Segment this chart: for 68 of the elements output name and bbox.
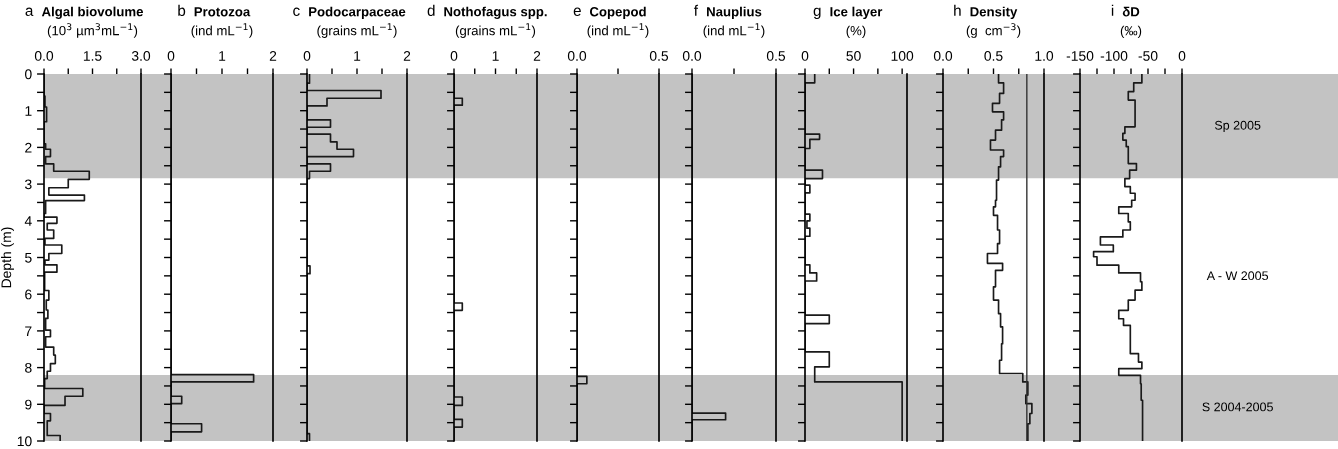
x-tick-label: -100 <box>1100 51 1128 61</box>
x-tick-label: 50 <box>846 51 861 61</box>
x-tick-label: 1.0 <box>1035 51 1054 61</box>
x-tick-label: 0 <box>1178 51 1186 61</box>
chart-title: Protozoa <box>194 7 251 17</box>
chart-title: Algal biovolume <box>41 6 143 19</box>
y-tick-label: 5 <box>25 252 32 263</box>
x-tick-label: 1 <box>492 51 499 61</box>
chart-title: Podocarpaceae <box>309 6 406 19</box>
text: e <box>573 7 581 16</box>
y-tick-label: 7 <box>25 326 32 336</box>
y-tick-label: 0 <box>25 69 32 80</box>
x-tick-label: 0 <box>303 51 311 61</box>
y-tick-label: 10 <box>17 436 32 447</box>
x-tick-label: 2 <box>403 51 411 61</box>
chart-subtitle: (g cm$^{−3}$) <box>966 23 1021 38</box>
text: g <box>813 7 821 19</box>
x-tick-label: 0 <box>450 51 458 61</box>
text: c <box>293 7 300 16</box>
band-label: S 2004-2005 <box>1202 402 1273 412</box>
chart-subtitle: (‰) <box>1120 25 1142 38</box>
x-tick-label: 0 <box>167 51 175 61</box>
band-label: A - W 2005 <box>1206 271 1269 281</box>
text: i <box>1111 4 1114 16</box>
x-tick-label: 100 <box>891 51 914 61</box>
band-label: Sp 2005 <box>1214 120 1261 133</box>
chart-title: Density <box>970 6 1018 19</box>
x-tick-label: 0.0 <box>682 51 702 61</box>
x-tick-label: 3.0 <box>131 51 151 61</box>
x-tick-label: 2 <box>533 51 541 61</box>
x-tick-label: 1 <box>354 51 361 61</box>
x-tick-label: 0.0 <box>933 51 953 61</box>
chart-subtitle: (10$^{3}$ µm$^{3}$mL$^{−1}$) <box>47 23 138 38</box>
chart-subtitle: (grains mL$^{−1}$) <box>317 23 397 38</box>
x-tick-label: -50 <box>1138 51 1158 61</box>
chart-title: Ice layer <box>830 6 883 19</box>
x-tick-label: 0.5 <box>766 51 786 61</box>
text: b <box>178 4 186 16</box>
x-tick-label: 0.5 <box>984 51 1003 61</box>
text: f <box>693 4 699 16</box>
chart-subtitle: (ind mL$^{−1}$) <box>703 23 765 38</box>
x-tick-label: 0.0 <box>34 51 54 61</box>
chart-title: δD <box>1122 6 1140 17</box>
x-tick-label: 0.0 <box>567 51 587 61</box>
y-tick-label: 1 <box>25 106 32 116</box>
text: d <box>427 4 435 16</box>
y-tick-label: 3 <box>25 179 32 190</box>
y-tick-label: 4 <box>24 216 32 226</box>
y-tick-label: 9 <box>25 399 32 410</box>
x-tick-label: 1 <box>219 51 226 61</box>
x-tick-label: 0.5 <box>649 51 669 61</box>
y-tick-label: 6 <box>25 289 32 300</box>
chart-subtitle: (%) <box>846 25 866 38</box>
chart-title: Nauplius <box>707 6 762 19</box>
chart-title: Copepod <box>589 6 646 19</box>
x-tick-label: 0 <box>801 51 809 61</box>
x-tick-label: 2 <box>269 51 277 61</box>
y-axis-title: Depth (m) <box>1 227 14 288</box>
chart-title: Nothofagus spp. <box>444 6 547 19</box>
y-tick-label: 8 <box>25 362 32 373</box>
x-tick-label: 1.5 <box>83 51 102 61</box>
chart-subtitle: (ind mL$^{−1}$) <box>191 23 253 38</box>
chart-subtitle: (ind mL$^{−1}$) <box>587 23 649 38</box>
text: a <box>25 7 34 16</box>
text: h <box>954 4 961 16</box>
y-tick-label: 2 <box>25 142 32 153</box>
x-tick-label: -150 <box>1066 51 1094 61</box>
chart-subtitle: (grains mL$^{−1}$) <box>455 23 536 38</box>
